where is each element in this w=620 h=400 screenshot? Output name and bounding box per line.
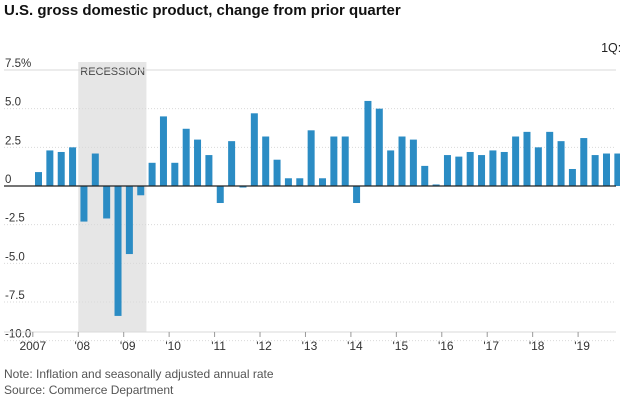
x-tick-label: 2007 xyxy=(19,339,46,353)
bar xyxy=(171,162,179,186)
bar xyxy=(534,147,542,186)
bar xyxy=(614,153,620,186)
bar xyxy=(114,186,122,316)
bar xyxy=(500,151,508,186)
bar xyxy=(35,172,42,186)
recession-label: RECESSION xyxy=(80,66,145,78)
bar xyxy=(182,128,190,186)
chart-note: Note: Inflation and seasonally adjusted … xyxy=(4,367,274,381)
bar xyxy=(57,151,65,186)
chart-source: Source: Commerce Department xyxy=(4,383,174,397)
recession-shade xyxy=(78,62,147,332)
bar xyxy=(557,141,565,186)
bar xyxy=(523,131,531,186)
bar xyxy=(546,131,554,186)
x-tick-label: '17 xyxy=(483,339,499,353)
x-tick-label: '12 xyxy=(256,339,272,353)
x-tick-label: '14 xyxy=(347,339,363,353)
bar xyxy=(387,150,395,186)
chart-footer: Note: Inflation and seasonally adjusted … xyxy=(4,366,274,398)
bar xyxy=(478,155,486,186)
x-tick-label: '16 xyxy=(438,339,454,353)
bar xyxy=(455,156,463,186)
bar xyxy=(228,141,236,186)
bar xyxy=(319,178,326,186)
bar xyxy=(159,116,167,186)
bar xyxy=(353,186,361,204)
bar xyxy=(364,100,372,186)
x-tick-label: '09 xyxy=(120,339,136,353)
bar xyxy=(432,184,440,186)
bar xyxy=(216,186,224,204)
y-tick-label: 2.5 xyxy=(5,135,21,147)
bar xyxy=(398,136,406,186)
y-tick-label: -5.0 xyxy=(5,251,25,263)
annotation-label: 1Q: -4.8% xyxy=(601,41,620,55)
gdp-bar-chart: RECESSION 7.5%5.02.50-2.5-5.0-7.5-10.0 2… xyxy=(4,41,620,353)
bar xyxy=(103,186,111,219)
bar xyxy=(568,168,576,186)
bar xyxy=(580,138,588,186)
bar xyxy=(421,165,429,186)
chart-title: U.S. gross domestic product, change from… xyxy=(4,2,401,19)
bar xyxy=(80,186,88,222)
bar xyxy=(273,159,281,186)
x-tick-label: '19 xyxy=(574,339,590,353)
bar xyxy=(409,139,417,186)
bar xyxy=(341,136,349,186)
y-tick-label: 0 xyxy=(5,174,11,186)
bar xyxy=(125,186,133,255)
y-tick-label: 5.0 xyxy=(5,97,21,109)
x-tick-label: '10 xyxy=(165,339,181,353)
bar xyxy=(91,153,99,186)
bar xyxy=(137,186,145,196)
bar xyxy=(330,136,338,186)
y-tick-label: -2.5 xyxy=(5,213,25,225)
bar xyxy=(307,130,315,186)
x-tick-label: '13 xyxy=(302,339,318,353)
bar xyxy=(239,186,247,188)
bar xyxy=(296,178,304,186)
x-tick-label: '08 xyxy=(74,339,90,353)
bar xyxy=(489,150,497,186)
bar xyxy=(262,136,270,186)
bar xyxy=(512,136,520,186)
bar xyxy=(194,139,202,186)
y-tick-label: -7.5 xyxy=(5,290,25,302)
y-tick-label: 7.5% xyxy=(5,58,31,70)
bar xyxy=(46,150,54,186)
bar xyxy=(466,151,474,186)
x-tick-label: '11 xyxy=(211,339,226,353)
bar xyxy=(250,113,258,186)
x-tick-label: '15 xyxy=(393,339,409,353)
bar xyxy=(443,155,451,186)
bar xyxy=(591,155,599,186)
bar xyxy=(148,162,156,186)
bar xyxy=(375,108,383,186)
bar xyxy=(603,153,610,186)
bar xyxy=(205,155,213,186)
bar xyxy=(69,147,77,186)
x-tick-label: '18 xyxy=(529,339,545,353)
bar xyxy=(284,178,292,186)
